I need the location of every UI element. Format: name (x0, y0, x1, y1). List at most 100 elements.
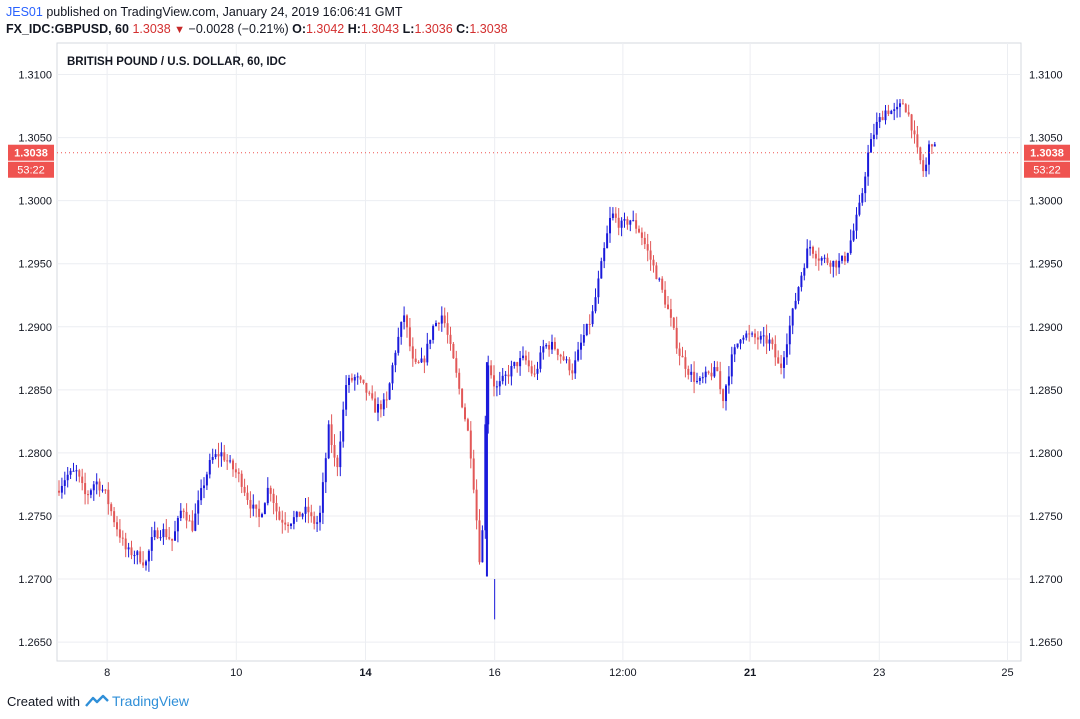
price-tag-left (8, 144, 54, 161)
candle-body (191, 520, 194, 531)
candle-body (519, 358, 522, 367)
candle-body (736, 343, 739, 348)
candle-body (240, 473, 243, 487)
footer: Created with TradingView (7, 693, 189, 709)
candle-body (667, 304, 669, 310)
candle-body (507, 374, 510, 377)
candle-body (252, 504, 255, 509)
y-tick-label-right: 1.2850 (1029, 385, 1063, 397)
candle-body (440, 315, 443, 324)
candle-body (533, 373, 536, 375)
candle-body (455, 358, 458, 373)
candle-body (342, 409, 345, 442)
candle-body (443, 315, 446, 324)
y-tick-label-left: 1.3100 (18, 70, 52, 82)
candle-body (884, 110, 887, 121)
y-tick-label-left: 1.3000 (18, 196, 52, 208)
y-tick-label-left: 1.2800 (18, 448, 52, 460)
candle-body (319, 512, 321, 523)
candle-body (617, 217, 620, 228)
candle-body (696, 380, 698, 382)
author-link[interactable]: JES01 (6, 5, 43, 19)
candle-body (597, 278, 600, 298)
candle-body (371, 393, 374, 399)
low-value: 1.3036 (414, 22, 453, 36)
countdown-tag-right (1024, 161, 1070, 178)
candle-body (562, 356, 565, 360)
countdown-text-right: 53:22 (1033, 165, 1061, 177)
candle-body (609, 217, 611, 234)
candle-body (855, 214, 858, 231)
candle-body (95, 481, 98, 485)
candle-body (693, 371, 696, 382)
candle-body (727, 376, 730, 386)
candle-body (420, 358, 423, 363)
candle-body (896, 106, 899, 110)
candle-body (58, 490, 60, 493)
candle-body (411, 346, 414, 359)
candle-body (716, 367, 719, 372)
candle-body (664, 289, 667, 305)
candle-body (292, 517, 295, 524)
candle-body (226, 460, 229, 462)
candle-body (69, 470, 72, 475)
candle-body (295, 511, 298, 518)
candle-body (197, 500, 200, 514)
y-tick-label-right: 1.3050 (1029, 133, 1063, 145)
candle-body (823, 257, 826, 259)
candle-body (794, 300, 797, 309)
candle-body (527, 360, 530, 367)
candle-body (452, 343, 455, 359)
candle-body (388, 383, 391, 400)
candle-body (719, 371, 722, 390)
candle-body (658, 278, 661, 280)
candle-body (870, 139, 872, 153)
candle-body (698, 377, 701, 381)
candle-body (426, 343, 429, 363)
candle-body (60, 485, 63, 493)
candle-body (539, 352, 542, 369)
candle-body (783, 357, 785, 368)
candle-body (875, 121, 878, 135)
candle-body (867, 152, 870, 177)
candle-body (835, 260, 838, 268)
candle-body (377, 404, 379, 413)
candle-body (232, 460, 234, 470)
candle-body (600, 261, 603, 279)
candle-body (432, 325, 435, 340)
candle-body (919, 147, 922, 161)
candles (58, 98, 936, 620)
candle-body (788, 325, 791, 345)
candle-body (780, 363, 783, 368)
candle-body (759, 335, 762, 340)
candle-body (922, 160, 925, 172)
candle-body (826, 257, 829, 263)
candle-body (771, 339, 774, 345)
price-change: −0.0028 (−0.21%) (188, 22, 289, 36)
low-label: L: (402, 22, 415, 36)
candle-body (652, 259, 655, 266)
candle-body (113, 511, 116, 523)
candle-body (313, 516, 316, 524)
candle-body (278, 511, 281, 520)
candle-body (814, 253, 817, 259)
candle-body (130, 547, 133, 556)
tradingview-brand[interactable]: TradingView (111, 693, 190, 709)
candle-body (237, 472, 240, 474)
candle-body (661, 278, 664, 290)
candle-body (878, 117, 881, 122)
candle-body (429, 339, 432, 344)
candle-body (733, 347, 736, 355)
candle-body (887, 110, 890, 114)
candle-body (208, 460, 211, 475)
candle-body (899, 103, 901, 107)
candle-body (469, 430, 472, 459)
price-tag-text-left: 1.3038 (14, 148, 48, 160)
candle-body (275, 502, 278, 512)
candle-body (765, 335, 768, 344)
candle-body (464, 407, 466, 420)
candle-body (127, 547, 130, 550)
candle-body (904, 104, 907, 113)
candle-body (472, 458, 475, 490)
